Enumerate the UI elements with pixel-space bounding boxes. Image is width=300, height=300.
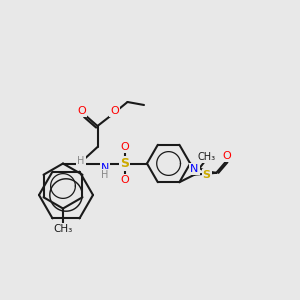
Text: O: O [77,106,86,116]
Text: O: O [120,175,129,185]
Text: S: S [203,170,211,181]
Text: S: S [120,157,129,170]
Text: N: N [101,163,109,173]
Text: CH₃: CH₃ [197,152,215,162]
Text: H: H [77,156,85,166]
Text: CH₃: CH₃ [53,224,73,235]
Text: O: O [222,152,231,161]
Text: N: N [190,164,199,174]
Text: O: O [120,142,129,152]
Text: O: O [110,106,119,116]
Text: H: H [101,170,109,180]
